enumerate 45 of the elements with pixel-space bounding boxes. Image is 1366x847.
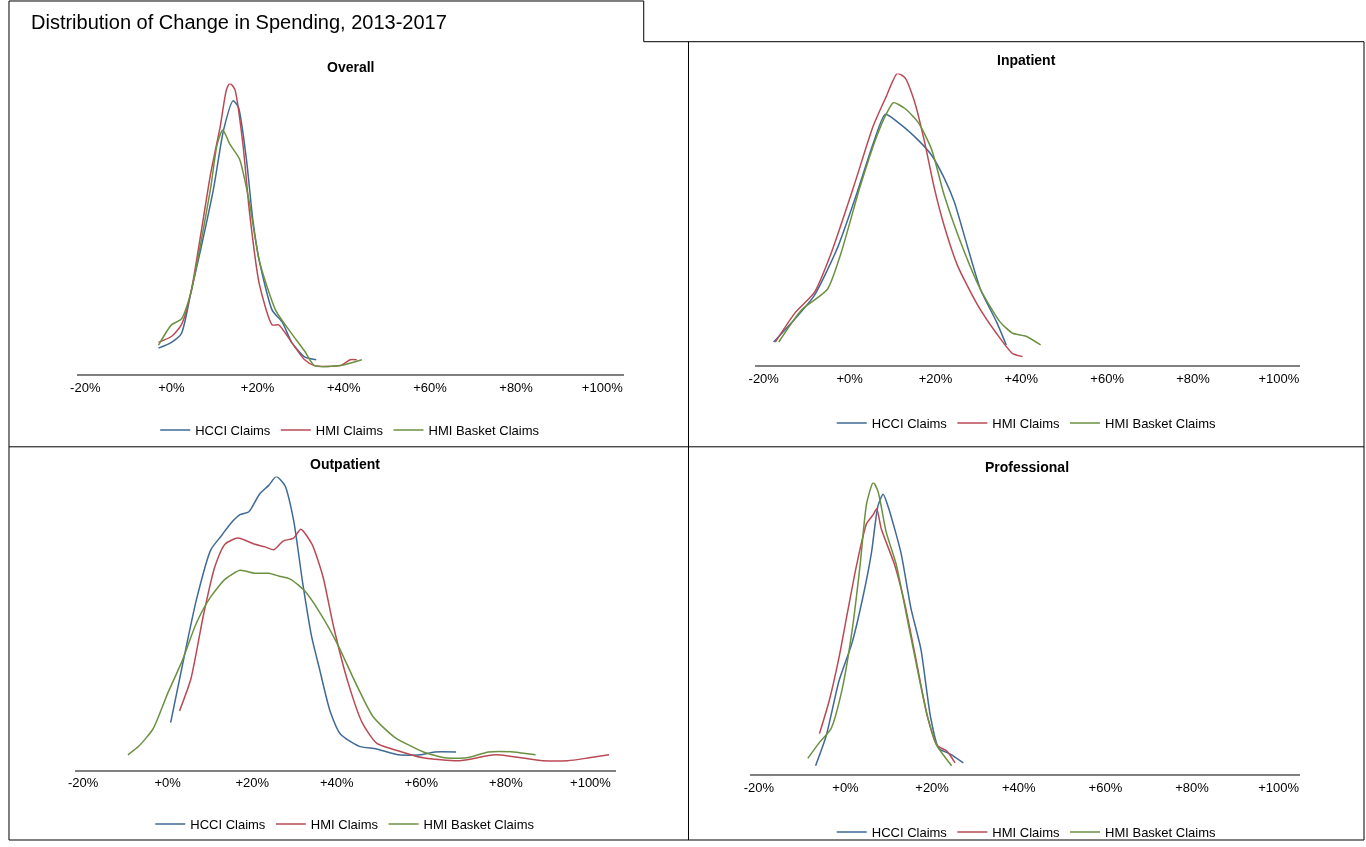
legend-label: HMI Basket Claims [1105, 825, 1217, 841]
x-tick-label: +40% [1001, 779, 1036, 795]
legend-label: HCCI Claims [871, 825, 948, 841]
x-tick-label: +100% [570, 774, 612, 790]
x-tick-label: +0% [832, 779, 860, 795]
x-tick-label: +20% [235, 774, 270, 790]
legend-label: HMI Claims [992, 416, 1061, 431]
x-tick-label: +20% [240, 379, 275, 395]
x-tick-label: -20% [67, 774, 99, 790]
x-tick-label: +80% [1176, 370, 1211, 386]
x-tick-label: +100% [1258, 779, 1300, 795]
x-tick-label: +60% [413, 379, 448, 395]
x-tick-label: +40% [1004, 370, 1039, 386]
legend-label: HMI Basket Claims [428, 422, 540, 438]
chart-title: Inpatient [997, 52, 1056, 68]
chart-title: Professional [985, 459, 1070, 475]
x-tick-label: -20% [743, 779, 775, 795]
x-tick-label: +40% [319, 774, 355, 790]
x-tick-label: +20% [918, 370, 953, 386]
legend-label: HMI Basket Claims [423, 817, 535, 833]
legend-label: HMI Claims [315, 422, 384, 438]
legend-label: HMI Claims [310, 817, 379, 833]
x-tick-label: +100% [581, 379, 624, 395]
x-tick-label: +80% [1175, 779, 1210, 795]
x-tick-label: +60% [1088, 779, 1123, 795]
x-tick-label: +0% [836, 370, 864, 386]
legend-label: HMI Claims [992, 825, 1061, 841]
x-tick-label: +60% [404, 774, 439, 790]
legend-label: HCCI Claims [871, 416, 948, 431]
x-tick-label: +40% [326, 379, 362, 395]
legend-label: HCCI Claims [195, 422, 271, 438]
chart-title: Outpatient [310, 456, 381, 472]
legend-label: HCCI Claims [190, 817, 266, 833]
x-tick-label: +0% [158, 379, 186, 395]
x-tick-label: +100% [1258, 370, 1300, 386]
chart-title: Overall [327, 59, 375, 75]
x-tick-label: -20% [70, 379, 101, 395]
x-tick-label: +60% [1090, 370, 1125, 386]
x-tick-label: -20% [748, 370, 780, 386]
x-tick-label: +80% [499, 379, 534, 395]
text: Distribution of Change in Spending, 2013-2017 [31, 11, 447, 33]
x-tick-label: +20% [915, 779, 950, 795]
legend-label: HMI Basket Claims [1105, 416, 1217, 431]
x-tick-label: +0% [154, 774, 182, 790]
x-tick-label: +80% [489, 774, 524, 790]
